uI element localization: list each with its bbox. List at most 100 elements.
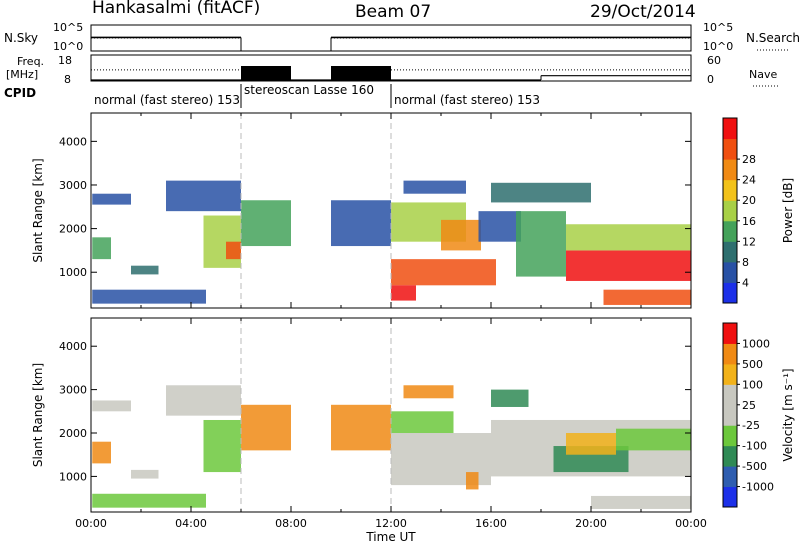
beam-title: Beam 07 [355,2,432,22]
freq-right-tick-top: 60 [707,54,721,67]
power-cblabel-2: 12 [742,235,756,248]
velocity-xlabel-0: 00:00 [75,517,107,530]
velocity-colorbar-cell-7 [723,343,737,365]
velocity-cblabel-7: -1000 [742,481,774,494]
velocity-colorbar-cell-6 [723,363,737,385]
velocity-region-14 [616,428,691,451]
stereo-block-1 [331,66,391,80]
velocity-xlabel-3: 12:00 [375,517,407,530]
power-region-4 [166,180,241,212]
velocity-region-15 [591,495,691,509]
power-region-1 [92,237,111,260]
velocity-xlabel-2: 08:00 [275,517,307,530]
power-colorbar-cell-8 [723,118,737,140]
velocity-cblabel-4: -25 [742,419,760,432]
velocity-cblabel-3: 25 [742,399,756,412]
power-cblabel-1: 8 [742,256,749,269]
velocity-region-10 [466,472,479,490]
power-region-14 [516,211,566,277]
power-colorbar-cell-4 [723,200,737,222]
power-region-15 [566,250,691,281]
velocity-xlabel-6: 00:00 [675,517,707,530]
power-axis-ylabel: Slant Range [km] [31,158,45,262]
velocity-colorbar-cell-2 [723,445,737,467]
power-region-16 [566,224,691,251]
power-ylabel-2000: 2000 [59,223,87,236]
freq-left-label-line2: [MHz] [6,68,38,81]
power-region-8 [331,200,391,247]
velocity-ylabel-4000: 4000 [59,340,87,353]
velocity-cblabel-6: -500 [742,460,767,473]
power-colorbar-cell-6 [723,159,737,181]
freq-left-tick-top: 18 [58,54,72,67]
velocity-cblabel-2: 100 [742,378,763,391]
velocity-colorbar-cell-4 [723,404,737,426]
velocity-xlabel-4: 16:00 [475,517,507,530]
power-region-3 [92,289,206,304]
velocity-region-0 [92,400,131,412]
velocity-region-6 [241,404,291,451]
freq-right-tick-bottom: 0 [707,73,714,86]
cpid-label: CPID [4,86,36,100]
velocity-cblabel-0: 1000 [742,337,770,350]
power-colorbar-cell-1 [723,261,737,283]
power-cblabel-4: 20 [742,194,756,207]
power-cblabel-6: 28 [742,153,756,166]
power-colorbar-label: Power [dB] [781,178,795,243]
power-region-0 [92,193,131,205]
noise-right-tick-bottom: 10^0 [703,40,733,53]
noise-right-label: N.Search [746,31,800,45]
velocity-axis-ylabel: Slant Range [km] [31,363,45,467]
velocity-cblabel-1: 500 [742,358,763,371]
power-colorbar-cell-2 [723,241,737,263]
power-region-10 [391,259,496,286]
velocity-region-1 [92,441,111,464]
velocity-colorbar-cell-3 [723,425,737,447]
velocity-region-13 [566,433,616,455]
velocity-colorbar-frame [722,322,738,508]
freq-left-label-line1: Freq. [17,55,44,68]
stereo-block-0 [241,66,291,80]
freq-left-tick-bottom: 8 [64,73,71,86]
velocity-region-17 [491,389,529,407]
power-colorbar-cell-5 [723,179,737,201]
cpid-entry-0: normal (fast stereo) 153 [94,93,240,107]
power-region-13 [478,211,521,242]
velocity-region-2 [131,469,159,479]
power-cblabel-5: 24 [742,174,756,187]
power-ylabel-4000: 4000 [59,135,87,148]
noise-right-tick-top: 10^5 [703,21,733,34]
cpid-entry-2: normal (fast stereo) 153 [394,93,540,107]
velocity-colorbar-cell-8 [723,323,737,344]
velocity-region-7 [331,404,391,451]
velocity-ylabel-3000: 3000 [59,384,87,397]
power-colorbar-cell-7 [723,138,737,160]
velocity-xlabel-5: 20:00 [575,517,607,530]
velocity-colorbar-cell-0 [723,486,737,508]
velocity-ylabel-1000: 1000 [59,470,87,483]
velocity-region-4 [166,385,241,416]
power-region-6 [226,241,241,260]
noise-left-tick-bottom: 10^0 [53,40,83,53]
date-title: 29/Oct/2014 [590,2,696,22]
noise-left-label: N.Sky [4,31,38,45]
station-title: Hankasalmi (fitACF) [92,0,261,18]
power-region-7 [241,200,291,247]
power-colorbar-cell-3 [723,220,737,242]
cpid-entry-1: stereoscan Lasse 160 [244,83,374,97]
power-cblabel-0: 4 [742,276,749,289]
velocity-ylabel-2000: 2000 [59,427,87,440]
power-colorbar-cell-0 [723,282,737,304]
freq-right-label: Nave [749,68,777,81]
velocity-axis-xlabel: Time UT [365,530,416,544]
velocity-colorbar-cell-5 [723,384,737,406]
power-region-18 [491,182,591,203]
velocity-region-16 [403,385,454,399]
velocity-colorbar-label: Velocity [m s⁻¹] [781,368,795,461]
velocity-region-9 [391,411,454,434]
velocity-cblabel-5: -100 [742,440,767,453]
velocity-region-5 [203,419,241,473]
power-colorbar-frame [722,117,738,304]
power-ylabel-3000: 3000 [59,179,87,192]
